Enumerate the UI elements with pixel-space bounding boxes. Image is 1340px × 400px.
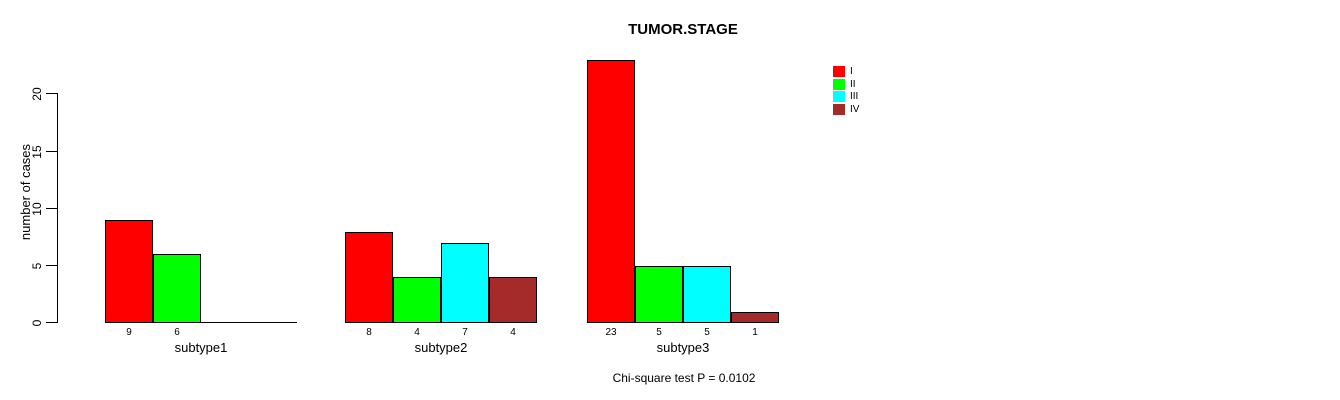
legend-swatch-III [833,91,845,102]
y-tick-label: 0 [30,319,44,327]
y-tick-label: 15 [30,145,44,159]
legend-label-II: II [850,79,856,90]
bar-value-label: 5 [656,327,662,338]
legend-label-I: I [850,66,853,77]
bar-subtype3-stage-IV [731,312,779,323]
bar-subtype2-stage-III [441,243,489,323]
category-label-subtype1: subtype1 [174,340,228,355]
bar-subtype1-stage-II [153,254,201,323]
chart-title: TUMOR.STAGE [628,21,738,38]
bar-subtype3-stage-III [683,266,731,323]
y-tick [46,93,58,94]
y-tick [46,322,58,323]
bar-value-label: 4 [510,327,516,338]
y-tick [46,151,58,152]
bar-value-label: 5 [704,327,710,338]
y-tick-label: 5 [30,262,44,270]
y-tick [46,265,58,266]
bar-subtype3-stage-I [587,60,635,323]
bar-value-label: 6 [174,327,180,338]
y-tick-label: 20 [30,87,44,101]
legend-label-III: III [850,91,859,102]
bar-value-label: 1 [752,327,758,338]
group-baseline [105,322,297,323]
legend-swatch-II [833,79,845,90]
bar-value-label: 9 [126,327,132,338]
legend-swatch-I [833,66,845,77]
bar-subtype1-stage-I [105,220,153,323]
bar-subtype3-stage-II [635,266,683,323]
bar-value-label: 7 [462,327,468,338]
category-label-subtype2: subtype2 [414,340,468,355]
bar-value-label: 8 [366,327,372,338]
y-tick-label: 10 [30,202,44,216]
legend-label-IV: IV [850,104,860,115]
bar-subtype2-stage-II [393,277,441,323]
bar-subtype2-stage-IV [489,277,537,323]
chi-square-annotation: Chi-square test P = 0.0102 [612,371,756,385]
bar-value-label: 23 [605,327,617,338]
y-tick [46,208,58,209]
bar-value-label: 4 [414,327,420,338]
bar-subtype2-stage-I [345,232,393,323]
legend-swatch-IV [833,104,845,115]
category-label-subtype3: subtype3 [656,340,710,355]
